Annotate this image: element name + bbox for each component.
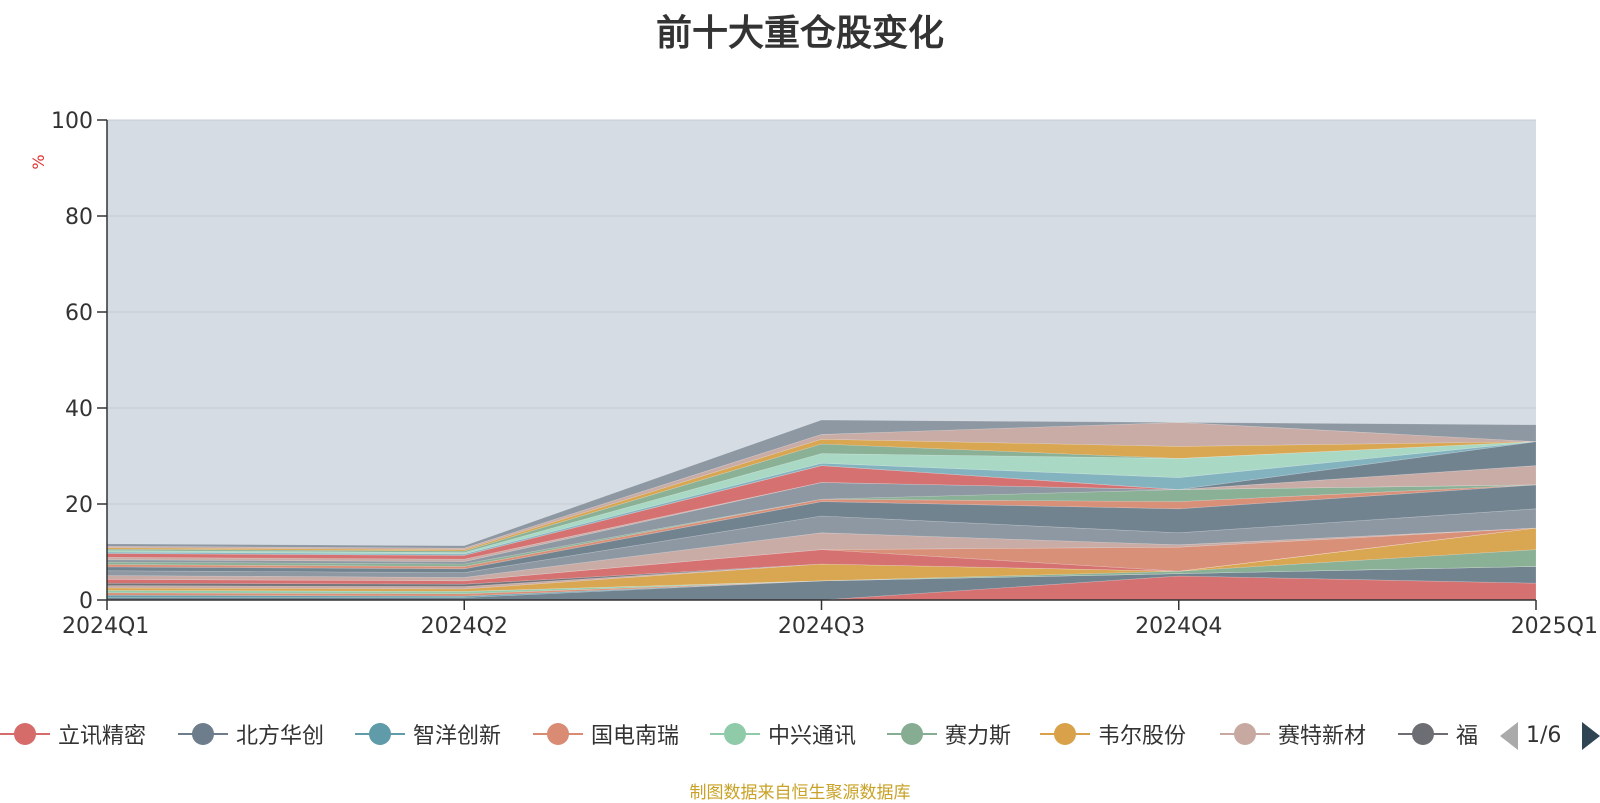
legend-marker-icon — [1398, 716, 1448, 752]
legend-marker-icon — [710, 716, 760, 752]
area-series-6 — [106, 527, 1537, 592]
source-note: 制图数据来自恒生聚源数据库 — [689, 783, 911, 803]
legend-marker-icon — [355, 716, 405, 752]
y-tick-label: 0 — [79, 589, 93, 614]
x-tick-label: 2024Q3 — [778, 614, 865, 639]
y-tick-label: 40 — [65, 397, 93, 422]
legend: 立讯精密 北方华创 智洋创新 国电南瑞 中兴通讯 赛力斯 韦尔股份 赛特新材 福 — [0, 716, 1490, 756]
chart-title: 前十大重仓股变化 — [655, 13, 944, 54]
legend-label: 智洋创新 — [413, 724, 502, 749]
x-tick-label: 2024Q2 — [421, 614, 508, 639]
x-tick-label: 2024Q4 — [1135, 614, 1222, 639]
area-series-13 — [106, 484, 1537, 573]
legend-item[interactable]: 赛力斯 — [887, 716, 1011, 752]
legend-label: 国电南瑞 — [591, 724, 680, 749]
area-series-21 — [106, 441, 1537, 555]
legend-label: 立讯精密 — [58, 724, 147, 749]
stacked-area-chart: 0 20 40 60 80 100 2024Q1 2024Q2 2024Q3 2024Q4 2025… — [29, 109, 1598, 639]
legend-label: 赛特新材 — [1278, 724, 1367, 749]
area-series-5 — [106, 549, 1537, 592]
axes: 0 20 40 60 80 100 2024Q1 2024Q2 2024Q3 2024Q4 2025… — [51, 109, 1598, 639]
legend-label: 福 — [1456, 724, 1479, 749]
legend-label: 中兴通讯 — [768, 724, 857, 749]
legend-marker-icon — [887, 716, 937, 752]
legend-marker-icon — [178, 716, 228, 752]
area-series-16 — [106, 482, 1537, 565]
y-axis-label: % — [29, 154, 48, 169]
legend-marker-icon — [1040, 716, 1090, 752]
legend-next-page-icon[interactable] — [1582, 722, 1600, 750]
legend-page-indicator: 1/6 — [1526, 723, 1562, 748]
legend-label: 韦尔股份 — [1098, 724, 1187, 749]
legend-item[interactable]: 智洋创新 — [355, 716, 501, 752]
x-tick-label: 2025Q1 — [1511, 614, 1598, 639]
area-series-19 — [106, 441, 1537, 556]
area-series-25 — [106, 419, 1537, 549]
legend-marker-icon — [533, 716, 583, 752]
legend-marker-icon — [0, 716, 50, 752]
legend-item[interactable]: 立讯精密 — [0, 716, 146, 752]
y-tick-label: 60 — [65, 301, 93, 326]
y-tick-label: 20 — [65, 493, 93, 518]
legend-pager: 1/6 — [1500, 718, 1600, 754]
legend-label: 北方华创 — [236, 724, 325, 749]
area-series-12 — [106, 508, 1537, 578]
legend-item[interactable]: 韦尔股份 — [1040, 716, 1186, 752]
legend-prev-page-icon[interactable] — [1500, 722, 1518, 750]
legend-label: 赛力斯 — [945, 724, 1012, 749]
area-series-24 — [106, 422, 1537, 550]
legend-item[interactable]: 福 — [1398, 716, 1478, 752]
y-tick-label: 80 — [65, 205, 93, 230]
legend-item[interactable]: 中兴通讯 — [710, 716, 856, 752]
legend-item[interactable]: 赛特新材 — [1220, 716, 1366, 752]
y-tick-label: 100 — [51, 109, 93, 134]
x-tick-label: 2024Q1 — [62, 614, 149, 639]
legend-item[interactable]: 国电南瑞 — [533, 716, 679, 752]
legend-marker-icon — [1220, 716, 1270, 752]
legend-item[interactable]: 北方华创 — [178, 716, 324, 752]
